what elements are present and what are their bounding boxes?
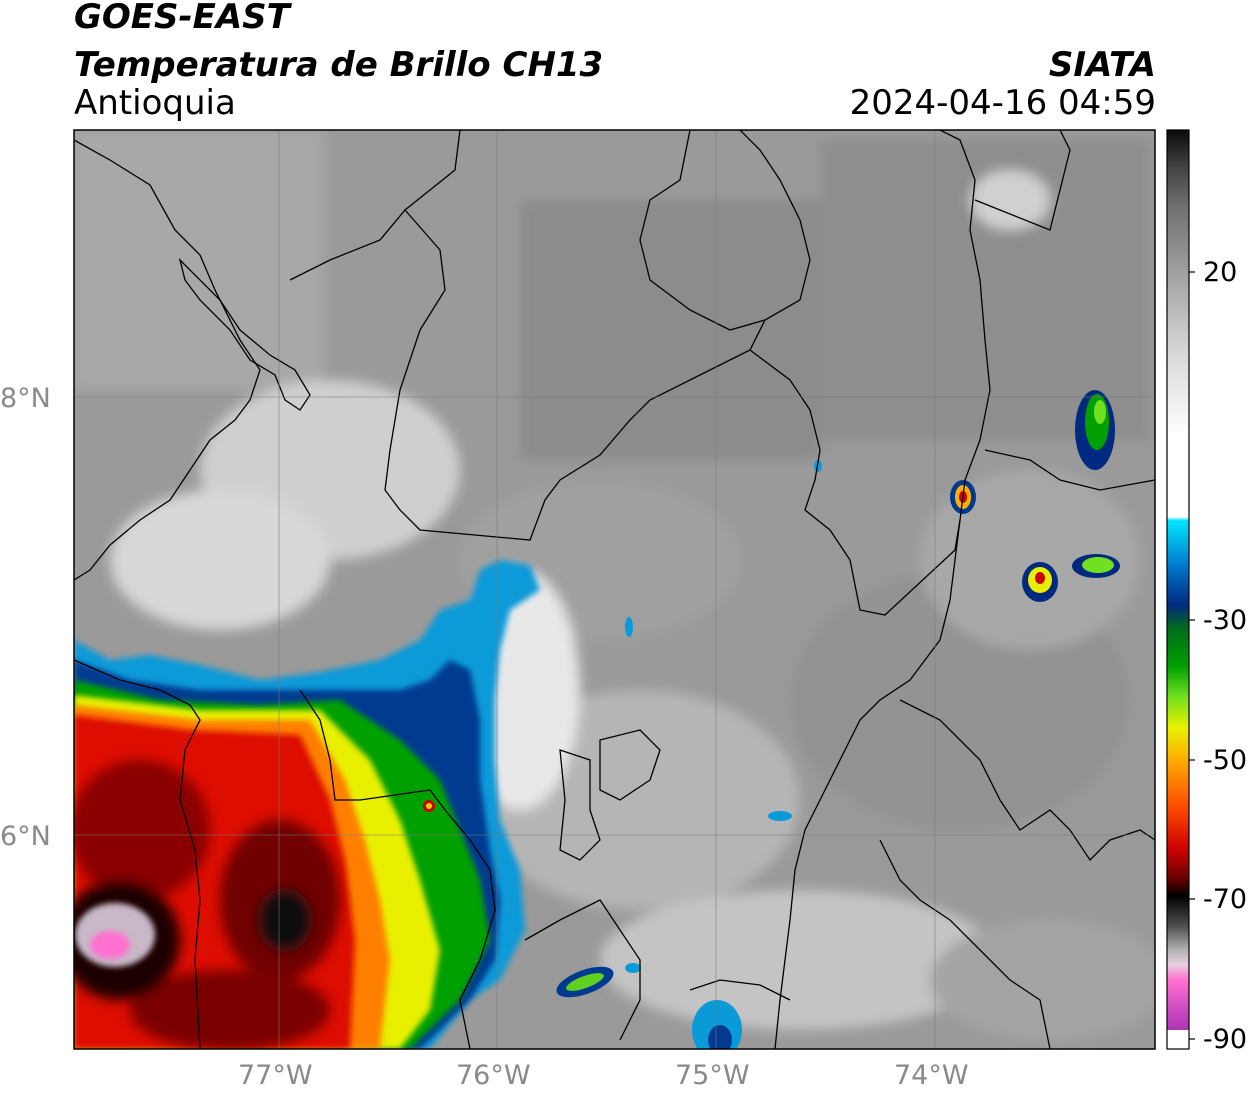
colorbar-label-minus30: -30: [1203, 605, 1248, 636]
lon-label-74w: 74°W: [894, 1060, 969, 1091]
colorbar-label-minus50: -50: [1203, 745, 1248, 776]
lon-label-76w: 76°W: [456, 1060, 531, 1091]
graticule: [74, 130, 1155, 1049]
lat-label-8n: 8°N: [0, 383, 51, 414]
colorbar-label-minus70: -70: [1203, 884, 1248, 915]
map-frame: [73, 129, 1156, 1050]
boundary-lines: [74, 130, 1155, 1049]
lon-label-77w: 77°W: [238, 1060, 313, 1091]
map-panel: [74, 130, 1155, 1049]
timestamp-label: 2024-04-16 04:59: [849, 83, 1156, 123]
colorbar-label-minus90: -90: [1203, 1024, 1248, 1055]
convective-system-west: [74, 560, 540, 1049]
title-line-2: Temperatura de Brillo CH13: [74, 45, 604, 85]
organization-label: SIATA: [1048, 45, 1156, 85]
region-label: Antioquia: [74, 83, 236, 123]
colorbar-frame: [1166, 129, 1190, 1050]
title-line-1: GOES-EAST: [74, 0, 290, 37]
lon-label-75w: 75°W: [675, 1060, 750, 1091]
colorbar-bottom-cell: [1167, 1030, 1189, 1049]
convective-cells-east: [556, 390, 1120, 1049]
colorbar-label-20: 20: [1203, 257, 1238, 288]
lat-label-6n: 6°N: [0, 821, 51, 852]
colorbar-ticks: [1189, 271, 1195, 1040]
colorbar: [1167, 130, 1189, 1049]
